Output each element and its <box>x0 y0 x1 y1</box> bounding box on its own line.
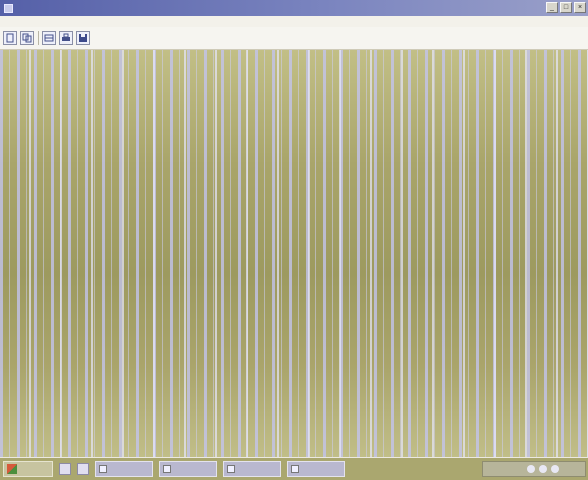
window-icon <box>227 465 235 473</box>
speaker-icon[interactable] <box>527 465 535 473</box>
window-icon <box>163 465 171 473</box>
taskbar-button[interactable] <box>223 461 281 477</box>
save-icon[interactable] <box>76 31 90 45</box>
minimize-icon[interactable]: _ <box>546 2 558 13</box>
table-icon[interactable] <box>42 31 56 45</box>
windows-logo-icon <box>7 464 17 474</box>
window-titlebar[interactable]: _ □ × <box>0 0 588 16</box>
taskbar-button[interactable] <box>95 461 153 477</box>
toolbar <box>0 27 588 50</box>
menu-item-2[interactable] <box>30 17 44 26</box>
clock[interactable] <box>563 465 581 474</box>
antivirus-icon[interactable] <box>551 465 559 473</box>
print-icon[interactable] <box>59 31 73 45</box>
menu-item-1[interactable] <box>8 17 22 26</box>
window-controls: _ □ × <box>546 2 586 13</box>
taskbar <box>0 458 588 480</box>
window-icon <box>99 465 107 473</box>
close-icon[interactable]: × <box>574 2 586 13</box>
quick-launch-desktop-icon[interactable] <box>59 463 71 475</box>
start-button[interactable] <box>3 461 53 477</box>
document-icon[interactable] <box>3 31 17 45</box>
network-icon[interactable] <box>539 465 547 473</box>
app-icon <box>4 3 13 13</box>
maximize-icon[interactable]: □ <box>560 2 572 13</box>
system-tray <box>482 461 586 477</box>
quick-launch-browser-icon[interactable] <box>77 463 89 475</box>
toolbar-separator <box>38 31 39 45</box>
taskbar-button[interactable] <box>287 461 345 477</box>
copy-icon[interactable] <box>20 31 34 45</box>
menubar <box>0 16 588 27</box>
document-canvas[interactable] <box>0 50 588 457</box>
window-icon <box>291 465 299 473</box>
taskbar-button[interactable] <box>159 461 217 477</box>
